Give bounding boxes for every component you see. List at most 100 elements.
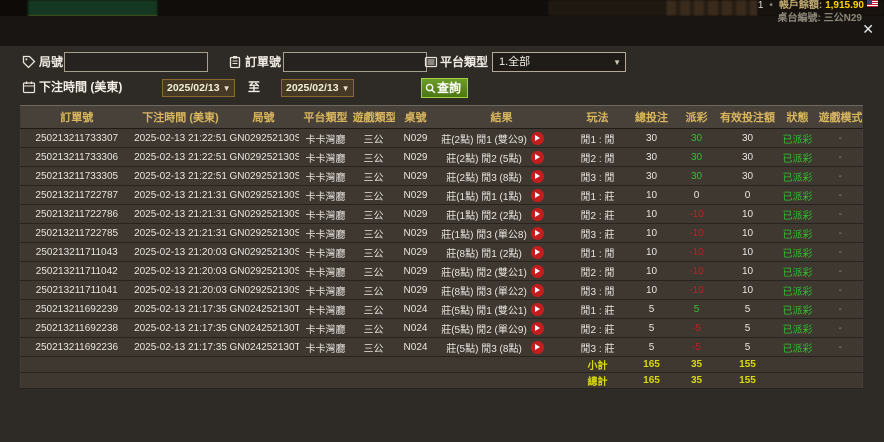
platform-cell: 卡卡灣廳 [298,261,353,281]
column-header: 狀態 [776,105,819,129]
replay-video-button[interactable] [530,150,544,164]
total-bet-cell: 30 [628,147,675,167]
total-bet-cell: 10 [628,223,675,243]
empty-cell [352,372,395,389]
replay-video-button[interactable] [530,188,544,202]
subtotal-row: 小計 165 35 155 [20,356,863,373]
replay-video-button[interactable] [530,264,544,278]
search-button[interactable]: 查詢 [421,78,469,98]
status-cell: 已派彩 [776,280,819,300]
replay-video-button[interactable] [530,226,544,240]
valid-bet-cell: 30 [718,166,777,186]
order-number-cell: 250213211733307 [20,128,133,148]
status-cell: 已派彩 [776,242,819,262]
valid-bet-cell: 10 [718,242,777,262]
payout-cell: -5 [674,337,719,357]
result-cell: 莊(8點) 閒3 (單公2) [436,280,567,300]
search-icon [425,83,436,94]
bet-history-dialog: 局號 訂單號 平台類型 1.全部 ▼ 下注時間 (美東) 2025/0 [0,46,884,442]
platform-cell: 卡卡灣廳 [298,223,353,243]
platform-type-select[interactable]: 1.全部 ▼ [492,52,626,72]
table-row: 250213211711043 2025-02-13 21:20:03 GN0292… [20,242,863,262]
orders-table: 訂單號 下注時間 (美東) 局號 平台類型 遊戲類型 桌號 結果 玩法 總投注 派彩 有效投注額 狀態… [20,105,863,389]
replay-video-button[interactable] [530,131,544,145]
date-range-to-label: 至 [248,80,261,94]
column-header: 總投注 [628,105,675,129]
table-felt [28,0,158,16]
platform-type-value: 1.全部 [499,56,531,68]
result-text: 莊(2點) 閒1 (雙公9) [441,134,527,146]
dialog-title-bar: ✕ [0,16,884,46]
replay-video-button[interactable] [530,169,544,183]
payout-cell: -10 [674,242,719,262]
table-number-cell: N029 [394,128,437,148]
bet-time-cell: 2025-02-13 21:17:35 [132,337,229,357]
game-mode-cell: - [818,223,863,243]
subtotal-row-valid: 155 [718,356,777,373]
table-number-cell: N029 [394,261,437,281]
replay-video-button[interactable] [530,207,544,221]
result-text: 莊(8點) 閒2 (雙公1) [441,267,527,279]
seat-number: 1 [757,0,764,11]
total-bet-cell: 10 [628,204,675,224]
table-number-cell: N024 [394,337,437,357]
payout-cell: 30 [674,128,719,148]
table-row: 250213211711041 2025-02-13 21:20:03 GN0292… [20,280,863,300]
valid-bet-cell: 0 [718,185,777,205]
game-type-cell: 三公 [352,166,395,186]
column-header: 桌號 [394,105,437,129]
platform-cell: 卡卡灣廳 [298,299,353,319]
table-row: 250213211711042 2025-02-13 21:20:03 GN0292… [20,261,863,281]
table-number-cell: N024 [394,299,437,319]
empty-cell [298,356,353,373]
empty-cell [20,372,133,389]
chevron-down-icon: ▼ [222,84,231,93]
table-number-cell: N029 [394,204,437,224]
bet-time-cell: 2025-02-13 21:22:51 [132,128,229,148]
game-type-cell: 三公 [352,128,395,148]
replay-video-button[interactable] [530,245,544,259]
valid-bet-cell: 30 [718,128,777,148]
order-number-input[interactable] [283,52,427,72]
close-icon[interactable]: ✕ [862,21,874,37]
replay-video-button[interactable] [530,340,544,354]
valid-bet-cell: 10 [718,261,777,281]
replay-video-button[interactable] [530,302,544,316]
total-row-payout: 35 [674,372,719,389]
payout-cell: 30 [674,166,719,186]
replay-video-button[interactable] [530,321,544,335]
status-cell: 已派彩 [776,128,819,148]
empty-cell [352,356,395,373]
result-text: 莊(8點) 閒1 (2點) [446,248,522,260]
payout-cell: 0 [674,185,719,205]
play-type-cell: 閒3 : 莊 [566,223,629,243]
table-row: 250213211733306 2025-02-13 21:22:51 GN0292… [20,147,863,167]
payout-cell: -5 [674,318,719,338]
empty-cell [394,356,437,373]
round-number-cell: GN029252130SI [228,147,299,167]
platform-cell: 卡卡灣廳 [298,280,353,300]
empty-cell [776,372,819,389]
round-number-input[interactable] [64,52,208,72]
table-row: 250213211722785 2025-02-13 21:21:31 GN0292… [20,223,863,243]
flag-icon [867,0,878,7]
valid-bet-cell: 10 [718,223,777,243]
result-cell: 莊(5點) 閒2 (單公9) [436,318,567,338]
column-header: 下注時間 (美東) [132,105,229,129]
game-type-cell: 三公 [352,261,395,281]
result-text: 莊(1點) 閒3 (單公8) [441,229,527,241]
round-number-cell: GN029252130SH [228,223,299,243]
result-text: 莊(1點) 閒2 (2點) [446,210,522,222]
date-to-picker[interactable]: 2025/02/13 ▼ [281,79,355,97]
total-row-label: 總計 [566,372,629,389]
game-mode-cell: - [818,242,863,262]
balance-line: 1 • 帳戶餘額: 1,915.90 [758,0,878,11]
bet-time-cell: 2025-02-13 21:17:35 [132,299,229,319]
platform-cell: 卡卡灣廳 [298,318,353,338]
date-from-picker[interactable]: 2025/02/13 ▼ [162,79,236,97]
order-number-cell: 250213211733305 [20,166,133,186]
game-mode-cell: - [818,318,863,338]
replay-video-button[interactable] [530,283,544,297]
payout-cell: -10 [674,223,719,243]
round-number-cell: GN024252130TO [228,318,299,338]
